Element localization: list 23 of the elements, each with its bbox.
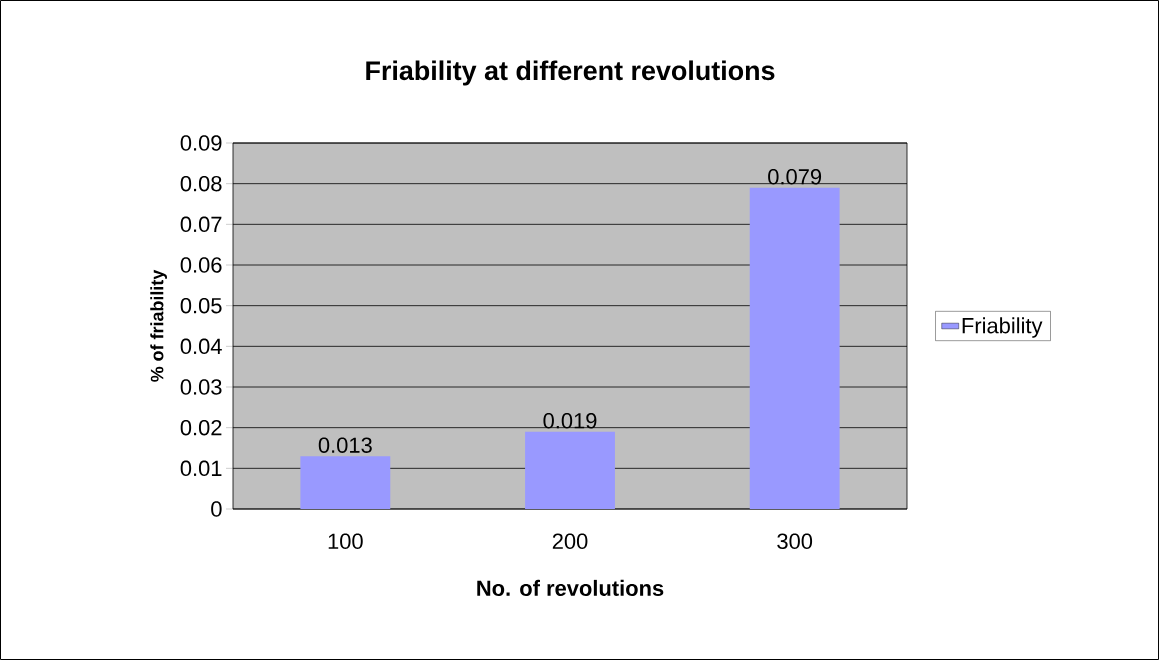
- x-axis-title: No. of revolutions: [477, 579, 664, 596]
- bar: [749, 187, 840, 509]
- y-axis-title: % of friability: [150, 269, 167, 382]
- y-tick-label: 0.03: [180, 379, 222, 395]
- y-tick-label: 0: [211, 501, 222, 517]
- x-tick-label: 300: [777, 533, 813, 550]
- y-tick-label: 0.04: [180, 338, 222, 355]
- y-tick-label: 0.09: [180, 135, 222, 151]
- x-tick-label: 100: [328, 533, 363, 550]
- legend-label: Friability: [962, 317, 1043, 338]
- y-tick-label: 0.05: [180, 297, 222, 314]
- chart-title: Friability at different revolutions: [366, 60, 775, 86]
- data-label: 0.079: [768, 169, 822, 185]
- data-label: 0.013: [318, 437, 372, 453]
- data-label: 0.019: [543, 413, 597, 429]
- y-tick-label: 0.01: [180, 460, 222, 477]
- x-tick-label: 200: [552, 533, 588, 550]
- y-tick-label: 0.02: [180, 419, 222, 436]
- bar: [300, 456, 391, 509]
- y-tick-label: 0.07: [180, 216, 222, 233]
- bar: [525, 431, 615, 509]
- y-tick-label: 0.06: [180, 257, 222, 273]
- y-tick-label: 0.08: [180, 175, 222, 192]
